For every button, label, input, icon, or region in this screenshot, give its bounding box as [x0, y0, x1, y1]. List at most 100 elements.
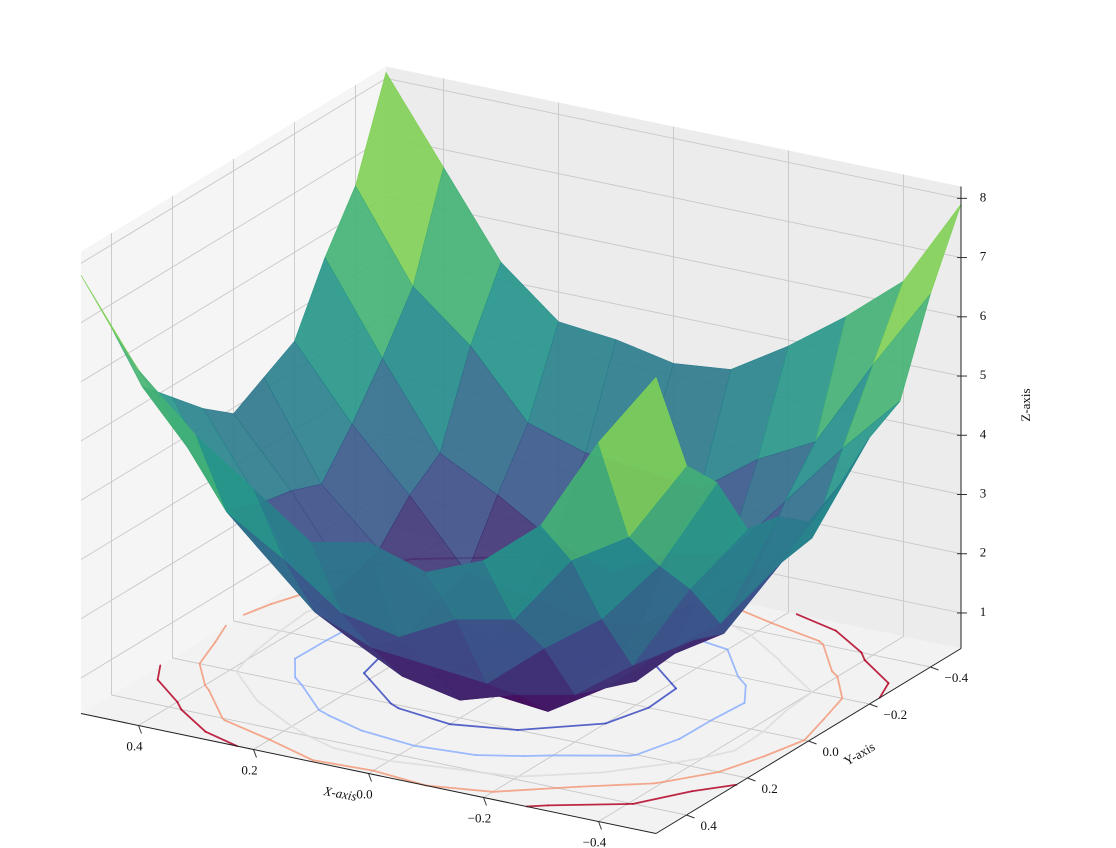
contour-segment: [317, 708, 330, 717]
contour-segment: [208, 689, 224, 720]
grid-line: [172, 657, 748, 779]
contour-segment: [307, 735, 335, 749]
surface: [80, 71, 962, 712]
contour-segment: [235, 659, 247, 673]
contour-segment: [632, 790, 693, 805]
contour-segment: [268, 738, 314, 762]
contour-segment: [601, 761, 676, 774]
contour-segment: [360, 729, 416, 747]
contour-segment: [732, 624, 752, 637]
contour-segment: [204, 730, 238, 747]
contour-segment: [448, 723, 519, 731]
contour-segment: [279, 610, 309, 632]
z-tick-label: 4: [980, 426, 987, 441]
y-tick-label: −0.2: [884, 707, 908, 722]
grid-line: [385, 77, 962, 199]
contour-segment: [223, 719, 271, 741]
z-axis-label: Z-axis: [1018, 388, 1033, 421]
x-tick: [138, 725, 142, 734]
contour-segment: [327, 714, 363, 732]
contour-segment: [491, 787, 559, 793]
contour-segment: [300, 684, 320, 711]
contour-segment: [743, 684, 747, 704]
contour-segment: [522, 754, 554, 757]
contour-segment: [156, 664, 162, 681]
contour-segment: [516, 771, 603, 778]
contour-segment: [834, 629, 863, 654]
z-tick-label: 8: [980, 189, 987, 204]
z-tick-label: 2: [980, 545, 987, 560]
contour-segment: [803, 718, 825, 742]
contour-segment: [673, 756, 705, 764]
contour-segment: [702, 749, 736, 759]
x-axis-line: [80, 713, 657, 834]
contour-segment: [860, 651, 866, 661]
contour-segment: [737, 675, 747, 687]
contour-segment: [577, 782, 656, 788]
z-tick-label: 3: [980, 485, 987, 500]
contour-segment: [242, 603, 273, 616]
contour-segment: [198, 641, 217, 665]
contour-segment: [525, 804, 549, 808]
contour-segment: [556, 785, 580, 789]
contour-segment: [784, 691, 813, 713]
contour-segment: [425, 784, 494, 793]
contour-segment: [628, 753, 638, 757]
axes: −0.4 −0.2 0.0 0.2 0.4 −0.4 −0.2 0.0 0.2 0.4 1 2 3 4 5 6…: [80, 186, 987, 848]
contour-segment: [690, 783, 738, 793]
grid-line: [385, 196, 962, 318]
contour-segment: [709, 701, 746, 722]
x-tick-label: −0.2: [468, 810, 492, 825]
contour-segment: [822, 643, 833, 673]
grid-line: [385, 137, 962, 259]
contour-segment: [372, 769, 427, 787]
contour-segment: [204, 684, 210, 692]
contour-segment: [294, 676, 303, 686]
contour-segment: [836, 675, 844, 700]
contour-segment: [332, 747, 391, 762]
contour-segment: [413, 744, 478, 757]
contour-segment: [198, 662, 206, 687]
x-tick: [253, 749, 257, 758]
contour-segment: [546, 803, 629, 807]
contour-segment: [221, 717, 226, 722]
contour-segment: [635, 738, 681, 756]
contour-segment: [475, 754, 524, 757]
y-tick: [686, 814, 695, 819]
contour-segment: [770, 622, 820, 642]
x-tick: [483, 797, 487, 806]
contour-segment: [778, 659, 783, 665]
grid-line: [80, 77, 387, 264]
y-tick-label: 0.0: [823, 744, 839, 759]
y-tick: [747, 777, 756, 782]
contour-segment: [863, 659, 890, 684]
contour-segment: [244, 649, 258, 662]
y-tick-label: −0.4: [945, 670, 969, 685]
contour-segment: [363, 672, 371, 681]
contour-segment: [670, 682, 677, 690]
contour-segment: [647, 687, 677, 709]
contour-segment: [780, 662, 813, 693]
contour-segment: [678, 719, 712, 740]
contour-segment: [290, 725, 310, 738]
x-tick-label: −0.4: [583, 834, 607, 848]
x-tick-label: 0.2: [241, 762, 257, 777]
contour-segment: [750, 634, 781, 662]
contour-segment: [484, 772, 519, 778]
contour-segment: [156, 678, 179, 703]
contour-segment: [733, 730, 765, 752]
y-axis-label: Y-axis: [841, 739, 877, 769]
contour-segment: [822, 697, 844, 721]
contour-segment: [312, 759, 375, 772]
contour-segment: [180, 708, 207, 733]
y-tick: [930, 666, 939, 671]
contour-segment: [256, 699, 293, 728]
contour-segment: [397, 707, 451, 726]
contour-segment: [878, 682, 890, 699]
contour-segment: [516, 722, 607, 731]
contour-segment: [762, 710, 787, 733]
y-tick: [808, 740, 817, 745]
x-tick: [598, 821, 602, 830]
grid-line: [80, 196, 387, 383]
